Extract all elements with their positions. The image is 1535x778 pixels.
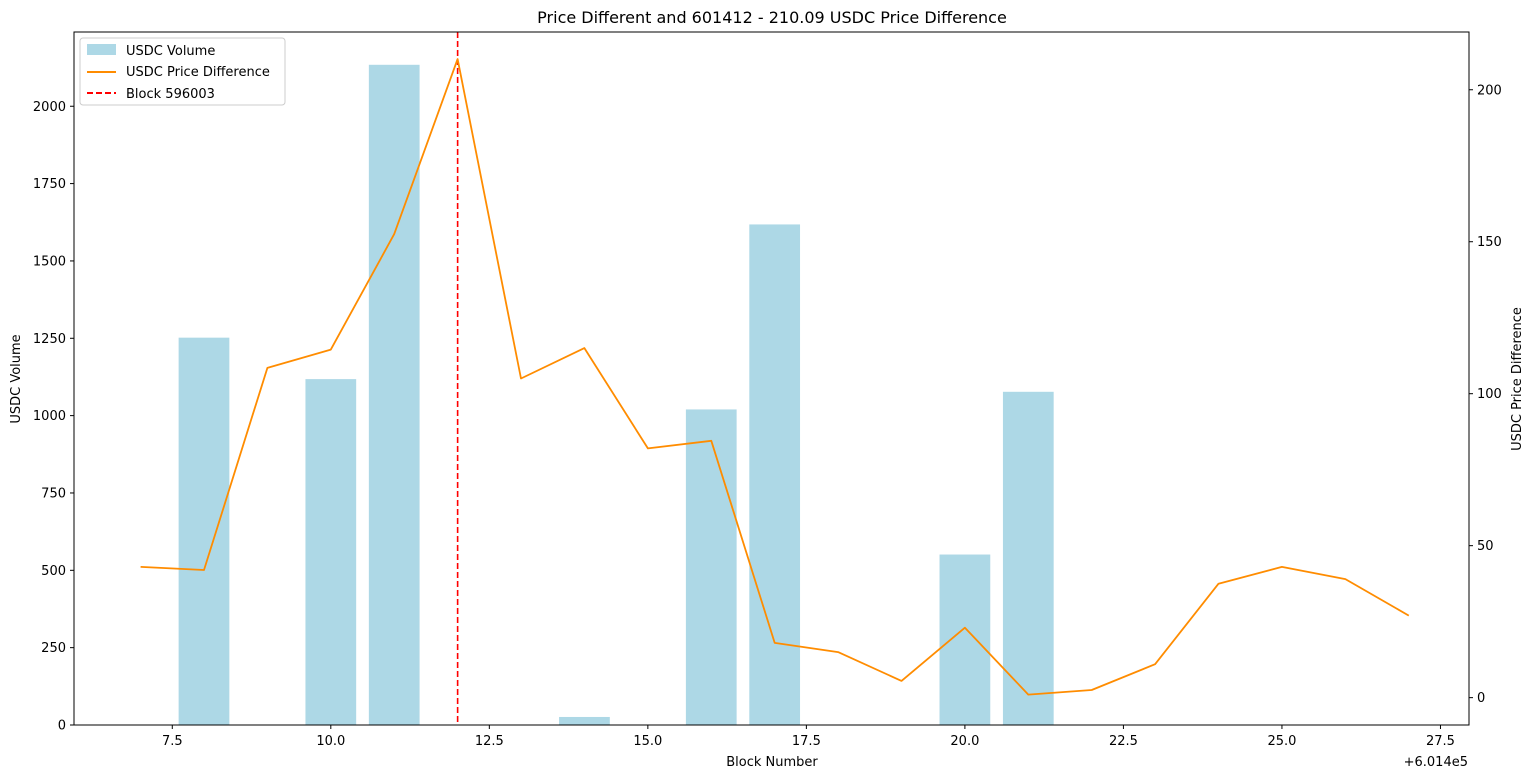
volume-bar <box>685 409 737 725</box>
x-tick-label: 7.5 <box>162 734 183 749</box>
y-tick-label-right: 150 <box>1477 235 1502 250</box>
legend-swatch-volume <box>87 44 116 55</box>
y-tick-label-left: 500 <box>41 564 66 579</box>
y-tick-label-left: 2000 <box>33 100 66 115</box>
volume-bar <box>749 224 801 725</box>
y-tick-label-left: 0 <box>58 719 66 734</box>
y-tick-label-right: 50 <box>1477 539 1494 554</box>
y-tick-label-left: 1500 <box>33 254 66 269</box>
x-tick-label: 27.5 <box>1426 734 1455 749</box>
y-tick-label-left: 1000 <box>33 409 66 424</box>
y-tick-label-left: 250 <box>41 641 66 656</box>
x-tick-label: 10.0 <box>316 734 345 749</box>
x-tick-label: 20.0 <box>950 734 979 749</box>
price-difference-series <box>140 58 1410 696</box>
y-tick-label-right: 100 <box>1477 387 1502 402</box>
x-tick-label: 12.5 <box>475 734 504 749</box>
volume-bar <box>1002 391 1054 725</box>
volume-bar <box>939 554 991 725</box>
y-axis-left: 0 250 500 750 1000 1250 1500 1750 2000 <box>33 100 74 734</box>
y-axis-right: 0 50 100 150 200 <box>1469 83 1502 706</box>
plot-area <box>73 31 1470 726</box>
volume-bar <box>559 716 610 725</box>
y-tick-label-left: 1250 <box>33 332 66 347</box>
legend-box <box>79 37 286 106</box>
x-tick-label: 15.0 <box>633 734 662 749</box>
y-tick-label-right: 200 <box>1477 83 1502 98</box>
y-axis-label-left: USDC Volume <box>9 334 24 423</box>
price-difference-line <box>140 58 1410 696</box>
x-axis-offset-label: +6.014e5 <box>1404 755 1468 770</box>
legend-label-volume: USDC Volume <box>126 44 215 59</box>
volume-bar <box>178 337 230 725</box>
volume-bar <box>305 379 357 725</box>
y-tick-label-right: 0 <box>1477 691 1485 706</box>
legend: USDC Volume USDC Price Difference Block … <box>79 37 286 106</box>
y-tick-label-left: 750 <box>41 486 66 501</box>
axes-frame <box>73 31 1470 726</box>
volume-bar <box>368 64 420 725</box>
y-tick-label-left: 1750 <box>33 177 66 192</box>
chart-title: Price Different and 601412 - 210.09 USDC… <box>537 8 1007 27</box>
legend-label-price-difference: USDC Price Difference <box>126 65 270 80</box>
legend-label-block-marker: Block 596003 <box>126 87 215 102</box>
x-axis: 7.5 10.0 12.5 15.0 17.5 20.0 22.5 25.0 27.5 <box>162 725 1455 749</box>
x-tick-label: 25.0 <box>1267 734 1296 749</box>
x-tick-label: 22.5 <box>1109 734 1138 749</box>
volume-bars <box>178 64 1054 725</box>
y-axis-label-right: USDC Price Difference <box>1510 307 1525 451</box>
x-axis-label: Block Number <box>726 755 818 770</box>
x-tick-label: 17.5 <box>792 734 821 749</box>
